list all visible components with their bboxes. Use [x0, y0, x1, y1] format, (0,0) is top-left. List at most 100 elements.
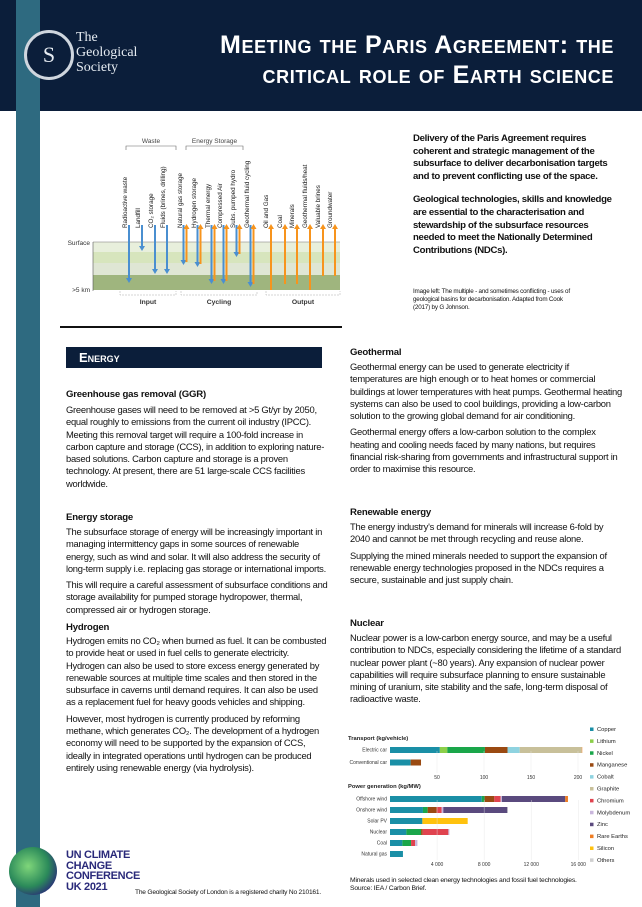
- logo-line: Geological: [76, 45, 138, 60]
- diagram-item-label: Geothermal fluids/heat: [302, 164, 309, 228]
- legend-swatch: [590, 763, 594, 767]
- bar-segment-nickel: [422, 807, 428, 813]
- diagram-item-label: Hydrogen storage: [191, 177, 198, 228]
- panel-title: Power generation (kg/MW): [348, 784, 421, 790]
- geological-society-logo: S: [24, 30, 74, 80]
- diagram-item-label: Coal: [277, 215, 284, 228]
- cop26-globe-logo: [9, 847, 57, 895]
- geothermal-text: Geothermal energy can be used to generat…: [350, 361, 622, 480]
- diagram-item-label: Thermal energy: [205, 183, 212, 228]
- caption-source: Source: IEA / Carbon Brief.: [350, 885, 427, 892]
- legend-swatch: [590, 739, 594, 743]
- arrow-up-head: [211, 224, 218, 229]
- bar-segment-rare-earths: [565, 796, 568, 802]
- minerals-chart: Transport (kg/vehicle) Electric car Conven…: [348, 727, 630, 868]
- bar-segment-copper: [390, 829, 407, 835]
- page-title: Meeting the Paris Agreement: the critica…: [220, 30, 614, 90]
- ground-layer: [93, 275, 340, 290]
- tick-label: 200: [574, 775, 583, 781]
- surface-label: Surface: [68, 240, 91, 247]
- subsurface-uses-diagram: Surface >5 km Waste Energy Storage Radioacti…: [68, 138, 341, 306]
- diagram-item-label: Fluids (brines, drilling): [160, 166, 167, 228]
- depth-label: >5 km: [72, 287, 90, 294]
- arrow-down-head: [194, 262, 201, 267]
- bar-segment-manganese: [484, 796, 495, 802]
- nuclear-text: Nuclear power is a low-carbon energy sou…: [350, 632, 622, 710]
- bar-segment-manganese: [410, 759, 422, 766]
- section-header-energy: Energy: [66, 347, 322, 368]
- paragraph: Geothermal energy can be used to generat…: [350, 361, 622, 422]
- bar-segment-cobalt: [507, 747, 520, 753]
- bar-segment-chromium: [411, 840, 416, 846]
- heading-nuclear: Nuclear: [350, 618, 384, 629]
- tick-label: 100: [480, 775, 489, 781]
- diagram-item-label: Radioactive waste: [122, 176, 129, 228]
- bar-segment-copper: [390, 840, 403, 846]
- category-label: Coal: [377, 841, 387, 847]
- cop-line: UN CLIMATE: [66, 849, 131, 861]
- ground-layer: [93, 252, 340, 263]
- category-label: Solar PV: [367, 819, 387, 825]
- tick-label: 4 000: [431, 862, 444, 868]
- diagram-item-label: Landfill: [135, 208, 142, 228]
- heading-geothermal: Geothermal: [350, 347, 402, 358]
- tick-label: 8 000: [478, 862, 491, 868]
- legend-label: Molybdenum: [597, 810, 630, 816]
- bar-segment-graphite: [519, 747, 582, 753]
- hydrogen-text: Hydrogen emits no CO₂ when burned as fue…: [66, 635, 328, 778]
- paragraph: The energy industry's demand for mineral…: [350, 521, 604, 545]
- arrow-up-head: [332, 224, 338, 229]
- paragraph: Supplying the mined minerals needed to s…: [350, 549, 607, 586]
- arrow-down-head: [139, 246, 145, 251]
- legend-label: Copper: [597, 727, 616, 733]
- category-label: Nuclear: [370, 830, 388, 836]
- category-label: Conventional car: [349, 760, 387, 766]
- logo-line: Society: [76, 60, 118, 75]
- bar-segment-nickel: [402, 840, 412, 846]
- intro: Delivery of the Paris Agreement requires…: [413, 133, 613, 268]
- cop-line: UK 2021: [66, 880, 108, 893]
- diagram-item-label: Compressed Air: [217, 183, 224, 228]
- cop-line: CONFERENCE: [66, 870, 141, 882]
- legend-label: Lithium: [597, 739, 616, 745]
- bar-segment-nickel: [406, 829, 422, 835]
- arrow-down-head: [180, 260, 187, 265]
- paragraph: Hydrogen emits no CO₂ when burned as fue…: [66, 635, 327, 708]
- arrow-up-head: [183, 224, 190, 229]
- bar-segment-copper: [390, 818, 423, 824]
- section-bracket: [180, 291, 258, 296]
- legend-swatch: [590, 727, 594, 731]
- bar-segment-nickel: [447, 747, 485, 753]
- image-credit: Image left: The multiple - and sometimes…: [413, 288, 570, 311]
- legend-swatch: [590, 858, 594, 862]
- tick-label: 50: [434, 775, 440, 781]
- legend-swatch: [590, 775, 594, 779]
- arrow-down-head: [208, 279, 215, 284]
- group-label: Waste: [142, 138, 161, 145]
- diagram-item-label: Minerals: [289, 204, 296, 228]
- intro-paragraph: Delivery of the Paris Agreement requires…: [413, 133, 608, 182]
- section-bracket: [119, 291, 177, 296]
- diagram-item-label: Groundwater: [327, 192, 334, 228]
- tick-label: 16 000: [571, 862, 587, 868]
- heading-energy-storage: Energy storage: [66, 512, 134, 523]
- charity-notice: The Geological Society of London is a re…: [135, 889, 321, 896]
- bar-segment-manganese: [484, 747, 508, 753]
- chart-caption: Minerals used in selected clean energy t…: [350, 877, 577, 893]
- bar-segment-chromium: [494, 796, 501, 802]
- category-label: Natural gas: [361, 852, 387, 858]
- title-line-1: Meeting the Paris Agreement: the: [220, 31, 614, 59]
- cop-line: CHANGE: [66, 859, 112, 872]
- caption-text: Minerals used in selected clean energy t…: [350, 877, 577, 884]
- legend-label: Graphite: [597, 787, 619, 793]
- bar-segment-silicon: [422, 818, 468, 824]
- arrow-down-head: [164, 269, 170, 274]
- legend-label: Zinc: [597, 822, 608, 828]
- panel-title: Transport (kg/vehicle): [348, 736, 408, 742]
- tick-label: 150: [527, 775, 536, 781]
- bar-segment-molybdenum: [448, 829, 450, 835]
- bar-segment-manganese: [427, 807, 437, 813]
- renewable-text: The energy industry's demand for mineral…: [350, 521, 622, 590]
- legend-swatch: [590, 787, 594, 791]
- category-label: Onshore wind: [356, 808, 387, 814]
